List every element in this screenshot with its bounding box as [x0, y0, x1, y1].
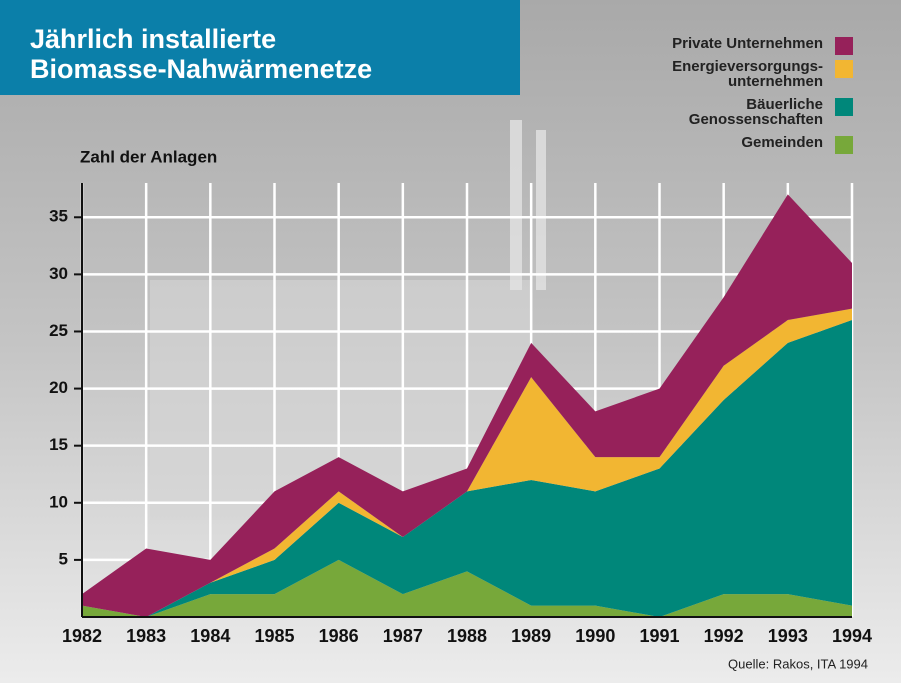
x-tick-label: 1988 — [447, 626, 487, 646]
legend: Private Unternehmen Energieversorgungs- u… — [672, 36, 853, 158]
photo-chimney — [536, 130, 546, 290]
legend-label: Private Unternehmen — [672, 35, 823, 52]
x-tick-label: 1992 — [704, 626, 744, 646]
x-tick-label: 1989 — [511, 626, 551, 646]
x-tick-label: 1986 — [319, 626, 359, 646]
x-tick-label: 1982 — [62, 626, 102, 646]
legend-swatch — [835, 98, 853, 116]
legend-entry: Private Unternehmen — [672, 36, 853, 51]
legend-swatch — [835, 136, 853, 154]
legend-entry: Gemeinden — [672, 135, 853, 150]
legend-entry: Energieversorgungs- unternehmen — [672, 59, 853, 89]
source: Quelle: Rakos, ITA 1994 — [728, 656, 868, 671]
x-tick-label: 1983 — [126, 626, 166, 646]
y-tick-label: 15 — [49, 435, 68, 454]
chart-title: Jährlich installierte Biomasse-Nahwärmen… — [0, 0, 520, 95]
legend-swatch — [835, 37, 853, 55]
legend-entry: Bäuerliche Genossenschaften — [672, 97, 853, 127]
x-tick-label: 1991 — [639, 626, 679, 646]
y-tick-label: 5 — [59, 549, 68, 568]
x-tick-label: 1985 — [254, 626, 294, 646]
y-tick-label: 30 — [49, 264, 68, 283]
x-tick-label: 1984 — [190, 626, 230, 646]
y-axis-title: Zahl der Anlagen — [80, 147, 217, 166]
x-tick-label: 1990 — [575, 626, 615, 646]
legend-label: Bäuerliche Genossenschaften — [689, 96, 823, 128]
y-tick-label: 25 — [49, 321, 68, 340]
legend-label: Energieversorgungs- unternehmen — [672, 58, 823, 90]
x-tick-label: 1987 — [383, 626, 423, 646]
legend-label: Gemeinden — [741, 134, 823, 151]
page: Zahl der Anlagen Quelle: Rakos, ITA 1994… — [0, 0, 901, 683]
y-tick-label: 10 — [49, 492, 68, 511]
y-tick-label: 35 — [49, 207, 68, 226]
x-tick-label: 1993 — [768, 626, 808, 646]
x-tick-label: 1994 — [832, 626, 872, 646]
photo-chimney — [510, 120, 522, 290]
legend-swatch — [835, 60, 853, 78]
y-tick-label: 20 — [49, 378, 68, 397]
